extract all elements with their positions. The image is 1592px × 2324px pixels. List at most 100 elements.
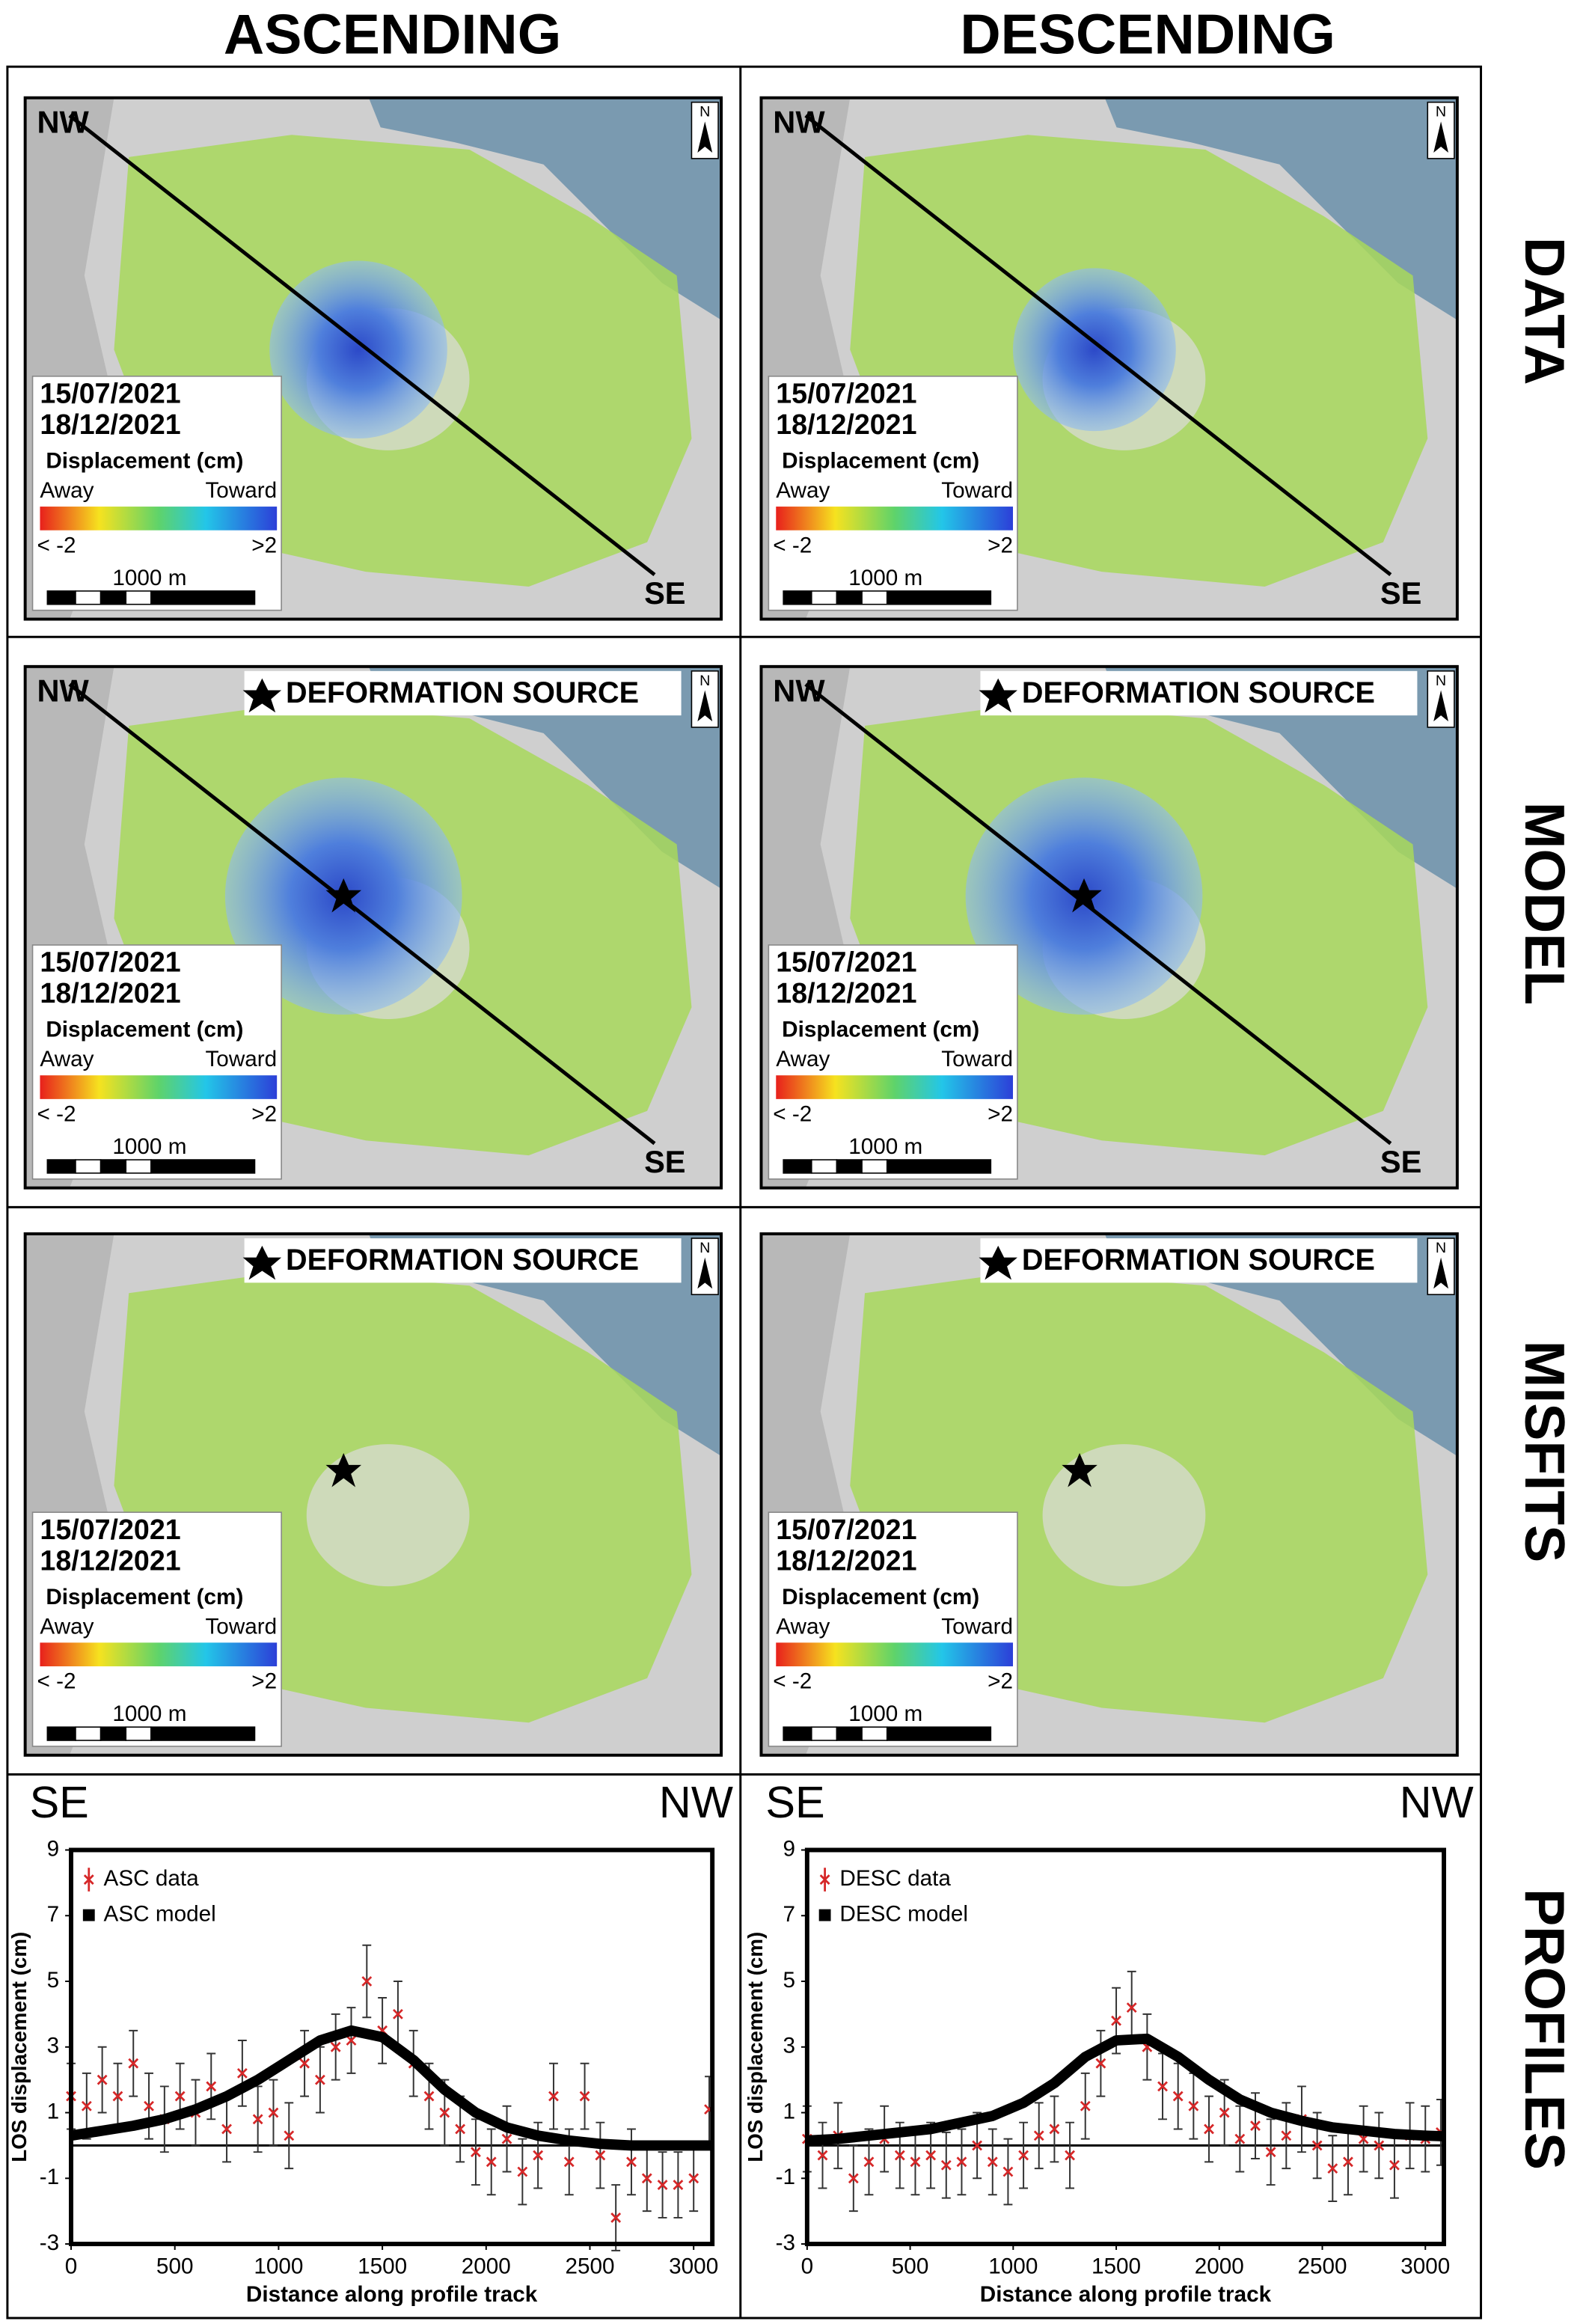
data-point (1250, 2120, 1261, 2132)
date-start: 15/07/2021 (40, 1514, 180, 1545)
model-line (70, 2025, 713, 2151)
data-point (548, 2091, 559, 2102)
source-box (244, 670, 682, 716)
north-label: N (699, 1240, 710, 1256)
legend-away: Away (40, 1047, 94, 1071)
legend-toward: Toward (205, 478, 277, 503)
scale-bar (46, 590, 76, 605)
profile-line (804, 682, 1392, 1146)
north-arrow (697, 1257, 713, 1289)
date-end: 18/12/2021 (40, 409, 180, 440)
data-point (1033, 2130, 1044, 2141)
scale-bar (75, 1159, 102, 1174)
data-point (626, 2156, 637, 2168)
profile-start-label: NW (773, 104, 825, 139)
data-point (688, 2173, 699, 2184)
data-point (817, 2150, 828, 2161)
data-point (423, 2091, 435, 2102)
scale-bar (783, 1726, 812, 1741)
sea (368, 97, 722, 320)
legend-label: ASC data (104, 1866, 200, 1891)
north-arrow (1433, 1257, 1448, 1289)
date-start: 15/07/2021 (776, 947, 916, 978)
x-axis-label: Distance along profile track (980, 2282, 1272, 2307)
map-frame (23, 1232, 723, 1757)
date-start: 15/07/2021 (40, 947, 180, 978)
date-end: 18/12/2021 (40, 977, 180, 1009)
color-bar (40, 1075, 278, 1099)
data-point (206, 2081, 217, 2092)
legend-label: DESC model (839, 1901, 968, 1926)
data-point (595, 2150, 606, 2161)
color-bar (40, 1642, 278, 1667)
displacement-blob (1013, 268, 1176, 432)
date-start: 15/07/2021 (40, 378, 180, 409)
legend-toward: Toward (205, 1614, 277, 1639)
x-tick-label: 2500 (1297, 2254, 1347, 2279)
data-point (252, 2114, 263, 2125)
x-tick-label: 1500 (1092, 2254, 1141, 2279)
profile-end-label: SE (1380, 575, 1421, 611)
scale-bar (125, 590, 152, 605)
scale-bar (75, 590, 102, 605)
data-point (471, 2147, 481, 2158)
x-tick-label: 2000 (462, 2254, 511, 2279)
data-point (1018, 2150, 1029, 2161)
color-bar (776, 1075, 1014, 1099)
x-tick-label: 1000 (254, 2254, 303, 2279)
source-star (325, 878, 362, 913)
legend-label: ASC model (104, 1901, 216, 1926)
x-tick-label: 500 (156, 2254, 194, 2279)
scale-label: 1000 m (112, 566, 186, 590)
scale-label: 1000 m (848, 1134, 922, 1159)
profile-start-label: NW (773, 673, 825, 708)
x-tick-label: 0 (801, 2254, 814, 2279)
sea (1104, 1234, 1457, 1456)
scale-bar (100, 1159, 127, 1174)
legend-max: >2 (988, 1101, 1013, 1126)
legend-toward: Toward (941, 1614, 1013, 1639)
plot-frame (804, 1847, 1447, 2247)
legend-box (31, 376, 282, 611)
legend-title: Displacement (cm) (46, 1018, 243, 1042)
y-axis-label: LOS displacement (cm) (744, 1932, 767, 2162)
source-label: DEFORMATION SOURCE (286, 676, 639, 709)
y-tick-label: 1 (783, 2099, 795, 2123)
legend-box (768, 1511, 1018, 1747)
source-star-icon (242, 1245, 282, 1280)
legend-marker (83, 1868, 94, 1892)
legend-box (31, 1511, 282, 1747)
legend-min: < -2 (773, 1101, 812, 1126)
data-point (346, 2035, 357, 2046)
y-tick-label: 5 (47, 1968, 60, 1993)
map-frame (23, 664, 723, 1190)
profile-line (68, 114, 656, 577)
map-frame (759, 1232, 1459, 1757)
scale-bar (886, 1726, 992, 1741)
scale-bar (783, 590, 812, 605)
y-tick-label: -3 (776, 2230, 795, 2255)
data-point (1204, 2123, 1214, 2135)
legend-title: Displacement (cm) (782, 1585, 979, 1609)
legend-min: < -2 (37, 533, 76, 557)
data-point (1219, 2107, 1230, 2118)
scale-bar (886, 590, 992, 605)
north-arrow (1433, 121, 1448, 153)
column-header: ASCENDING (224, 2, 561, 65)
data-point (563, 2156, 575, 2168)
data-point (330, 2041, 341, 2052)
data-point (314, 2074, 325, 2085)
data-point (1265, 2147, 1276, 2158)
data-point (1389, 2159, 1400, 2171)
legend-away: Away (40, 478, 94, 503)
x-tick-label: 1500 (358, 2254, 407, 2279)
source-star (325, 1452, 362, 1487)
y-tick-label: 3 (783, 2034, 795, 2058)
legend-toward: Toward (941, 1047, 1013, 1071)
scale-bar (46, 1726, 76, 1741)
data-point (97, 2074, 108, 2085)
north-arrow (1433, 690, 1448, 722)
scale-bar (783, 1159, 812, 1174)
